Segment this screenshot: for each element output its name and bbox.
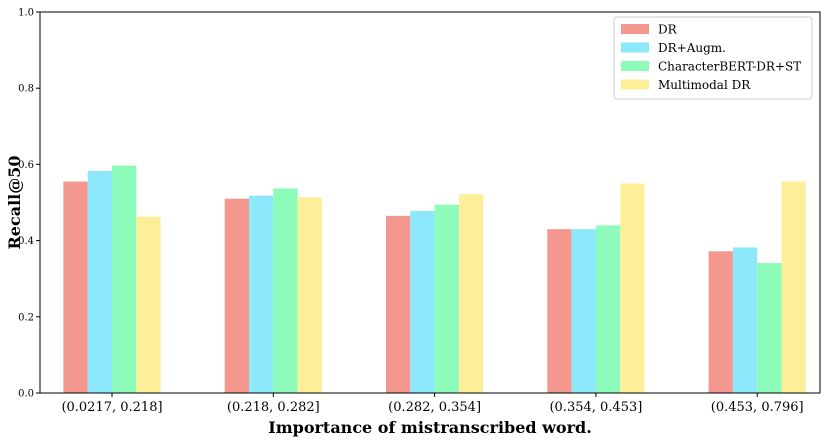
legend-swatch [621,79,649,90]
x-axis-label: Importance of mistranscribed word. [268,418,592,437]
y-tick-label: 0.4 [18,236,34,247]
bar-characterbert-dr-st-4 [757,263,782,393]
y-tick-label: 0.0 [18,389,34,400]
y-tick-label: 1.0 [18,8,34,19]
y-axis-label: Recall@50 [5,155,24,249]
bar-dr-1 [224,198,249,393]
bar-dr-augm--4 [732,247,758,393]
legend-swatch [621,24,649,34]
bar-multimodal-dr-3 [620,183,645,393]
bar-multimodal-dr-4 [781,181,806,393]
bar-dr-3 [547,229,572,393]
bar-characterbert-dr-st-1 [273,188,298,393]
bar-characterbert-dr-st-0 [112,165,137,393]
bar-dr-augm--3 [571,229,596,393]
bar-multimodal-dr-2 [458,194,484,393]
x-tick-label: (0.453, 0.796] [711,400,804,415]
legend-label: DR [658,23,678,37]
y-tick-label: 0.6 [18,160,34,171]
legend-swatch [621,61,649,71]
bar-dr-2 [386,215,411,393]
x-axis: (0.0217, 0.218] (0.218, 0.282] (0.282, 0.3… [61,393,804,415]
plot-frame [39,11,821,394]
bars [63,165,806,393]
bar-dr-augm--0 [87,170,112,393]
bar-characterbert-dr-st-3 [595,225,621,393]
y-tick-label: 0.2 [18,312,34,323]
legend-label: Multimodal DR [658,78,751,92]
bar-dr-4 [708,251,733,393]
bar-multimodal-dr-1 [297,197,322,393]
y-axis: 0.0 0.2 0.4 0.6 0.8 1.0 [18,8,40,400]
bar-dr-augm--2 [410,210,435,393]
x-tick-label: (0.354, 0.453] [549,400,642,415]
bar-dr-augm--1 [249,195,274,393]
x-tick-label: (0.282, 0.354] [388,400,481,415]
y-tick-label: 0.8 [18,84,34,95]
legend-box [613,16,813,100]
x-tick-label: (0.0217, 0.218] [61,400,162,415]
legend: DR DR+Augm. CharacterBERT-DR+ST Multimodal … [613,16,813,100]
legend-label: DR+Augm. [658,41,726,55]
x-tick-label: (0.218, 0.282] [227,400,320,415]
bar-dr-0 [63,181,88,393]
legend-label: CharacterBERT-DR+ST [658,60,801,74]
legend-swatch [621,42,649,53]
bar-multimodal-dr-0 [136,216,161,393]
bar-characterbert-dr-st-2 [434,204,459,393]
